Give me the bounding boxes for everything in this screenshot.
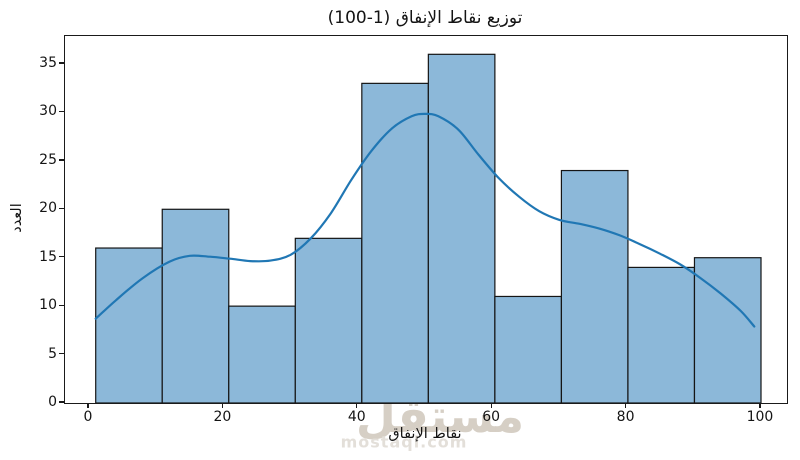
y-tick-label: 0 [48, 394, 57, 410]
x-tick-label: 100 [746, 409, 774, 425]
y-tick-mark [59, 401, 64, 403]
histogram-bar [95, 247, 163, 403]
y-tick-label: 5 [48, 345, 57, 362]
x-tick-mark [624, 403, 627, 408]
y-tick-mark [59, 207, 64, 209]
x-tick-label: 20 [213, 409, 232, 425]
x-tick-label: 80 [616, 409, 635, 425]
x-tick-mark [356, 403, 358, 408]
y-tick-mark [59, 352, 64, 355]
x-tick-label: 40 [347, 409, 366, 425]
histogram-bar [560, 169, 629, 403]
y-tick-label: 35 [39, 54, 57, 71]
kde-curve [94, 112, 756, 328]
histogram-bar [161, 208, 230, 403]
y-tick-label: 10 [39, 297, 57, 314]
x-tick-label: 0 [83, 409, 93, 425]
x-tick-mark [490, 403, 492, 408]
x-tick-mark [759, 403, 761, 408]
chart-title: توزيع نقاط الإنفاق (1-100) [327, 8, 523, 28]
y-tick-label: 20 [39, 200, 57, 217]
x-tick-label: 60 [482, 409, 501, 425]
plot-area [64, 35, 788, 404]
y-tick-label: 15 [39, 248, 57, 265]
y-tick-mark [59, 110, 64, 113]
histogram-bar [294, 237, 363, 403]
x-tick-mark [87, 403, 89, 408]
histogram-bar [427, 53, 496, 403]
histogram-canvas [94, 53, 762, 403]
y-tick-mark [59, 256, 64, 258]
y-tick-mark [59, 159, 64, 161]
histogram-bar [494, 295, 563, 403]
histogram-bar [627, 266, 696, 403]
histogram-bar [693, 257, 762, 403]
histogram-bar [361, 82, 429, 403]
y-tick-mark [59, 304, 64, 306]
x-tick-mark [221, 403, 224, 408]
histogram-bar [228, 305, 296, 403]
x-axis-label: نقاط الإنفاق [388, 426, 462, 442]
y-tick-label: 25 [39, 151, 57, 168]
y-tick-mark [59, 62, 64, 64]
y-tick-label: 30 [39, 103, 57, 120]
